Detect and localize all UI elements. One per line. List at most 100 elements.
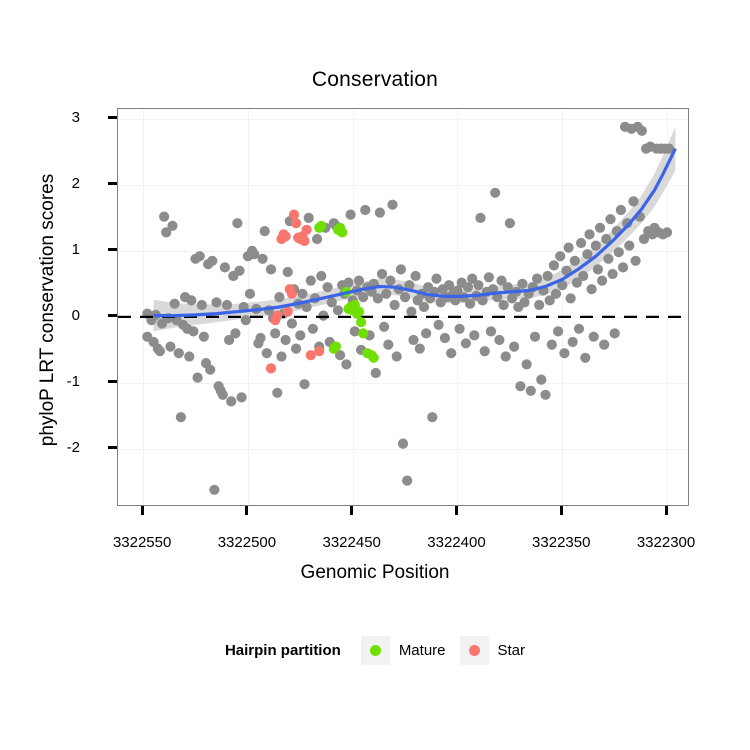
y-axis-tick: [108, 182, 117, 186]
x-axis-tick: [245, 506, 249, 515]
data-point: [316, 270, 327, 282]
legend-item-mature[interactable]: Mature: [360, 636, 446, 665]
y-axis-tick-label: -2: [66, 438, 80, 456]
data-point: [360, 204, 371, 216]
data-point: [557, 280, 568, 291]
points-mature: [314, 220, 379, 363]
data-point: [406, 306, 417, 317]
data-point: [460, 338, 471, 349]
gridline-horizontal: [118, 118, 688, 120]
data-point: [586, 284, 597, 295]
data-point: [664, 143, 675, 154]
legend-key-star: [459, 636, 489, 665]
data-point: [303, 212, 314, 223]
data-point: [276, 351, 287, 362]
data-point: [542, 270, 553, 282]
data-point: [255, 332, 266, 344]
data-point: [316, 220, 327, 231]
legend-label-star: Star: [497, 642, 526, 659]
legend: Hairpin partition Mature Star: [0, 636, 750, 665]
data-point: [230, 328, 241, 339]
y-axis-tick: [108, 380, 117, 384]
data-point: [615, 204, 626, 216]
data-point: [389, 299, 400, 311]
data-point: [265, 264, 277, 275]
data-point: [603, 253, 614, 264]
data-point: [529, 331, 541, 342]
data-point: [186, 295, 197, 306]
data-point: [288, 209, 300, 220]
data-point: [224, 334, 235, 346]
data-point: [622, 218, 633, 229]
data-point: [590, 240, 601, 251]
data-point: [414, 343, 425, 354]
data-point: [408, 334, 419, 346]
data-point: [638, 233, 650, 245]
data-point: [469, 330, 480, 341]
data-point: [328, 343, 339, 354]
data-point: [452, 285, 463, 296]
x-axis-tick-label: 3322550: [112, 534, 172, 551]
data-point: [576, 237, 587, 249]
data-point: [249, 249, 260, 260]
data-point: [594, 222, 606, 233]
data-point: [335, 350, 346, 361]
y-axis-tick: [108, 116, 117, 120]
data-point: [515, 381, 526, 392]
data-point: [494, 334, 505, 346]
data-point: [498, 299, 509, 311]
x-axis-tick: [664, 506, 668, 515]
data-point: [582, 249, 593, 260]
data-point: [544, 295, 555, 306]
data-point: [465, 298, 476, 309]
data-point: [410, 270, 421, 282]
data-point: [475, 212, 486, 223]
data-point: [169, 298, 180, 309]
data-point: [383, 339, 394, 350]
data-point: [617, 262, 629, 273]
data-point: [318, 310, 329, 321]
data-point: [500, 351, 511, 362]
y-axis-tick: [108, 314, 117, 318]
data-point: [565, 293, 576, 304]
data-point: [282, 306, 293, 317]
data-point: [322, 282, 333, 293]
data-point: [421, 328, 432, 339]
data-point: [173, 348, 184, 359]
data-point: [427, 412, 438, 423]
data-point: [467, 273, 478, 284]
data-point: [439, 332, 450, 344]
data-point: [374, 207, 385, 218]
data-point: [236, 392, 247, 403]
data-point: [274, 292, 285, 303]
legend-item-star[interactable]: Star: [459, 636, 526, 665]
data-point: [165, 341, 176, 352]
data-point: [209, 484, 220, 495]
data-point: [349, 326, 360, 337]
data-point: [194, 251, 205, 262]
data-point: [376, 268, 388, 280]
data-point: [555, 251, 566, 262]
data-point: [502, 282, 513, 293]
x-axis-tick: [350, 506, 354, 515]
y-axis-tick-label: 0: [71, 306, 80, 324]
data-point: [272, 387, 283, 398]
y-axis-tick: [108, 446, 117, 450]
data-point: [226, 396, 237, 407]
data-point: [353, 275, 365, 286]
data-point: [532, 273, 543, 284]
data-point: [573, 323, 585, 334]
data-point: [358, 292, 369, 303]
data-point: [261, 348, 272, 359]
data-point: [284, 284, 295, 295]
data-point: [490, 187, 501, 198]
star-dot-icon: [468, 645, 480, 656]
data-point: [257, 253, 268, 264]
data-point: [332, 305, 344, 316]
data-point: [592, 264, 603, 275]
data-point: [402, 475, 413, 486]
legend-label-mature: Mature: [398, 642, 446, 659]
data-point: [192, 372, 203, 383]
data-point: [536, 374, 547, 385]
data-point: [550, 288, 562, 299]
